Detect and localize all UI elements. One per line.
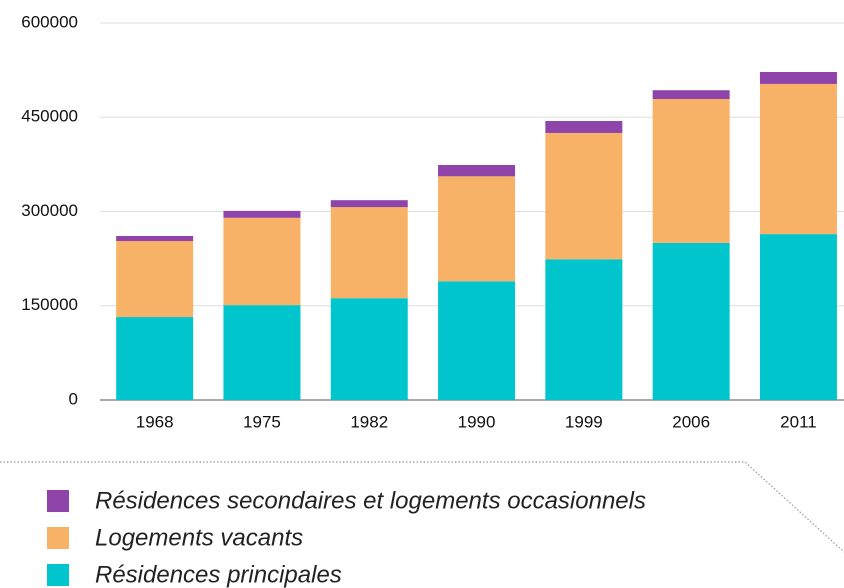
x-tick-label: 1990 [458, 412, 496, 431]
bar-segment [223, 305, 301, 400]
legend-swatch [47, 490, 69, 512]
x-tick-label: 2011 [780, 412, 817, 431]
x-tick-label: 1975 [243, 412, 281, 431]
legend-label: Résidences principales [95, 561, 342, 588]
bar-segment [759, 83, 837, 235]
bar-segment [223, 210, 301, 218]
y-tick-label: 450000 [21, 107, 78, 126]
bar-segment [330, 200, 408, 208]
bar-segment [652, 242, 730, 400]
bar-segment [116, 236, 194, 242]
bar-segment [545, 259, 623, 400]
x-tick-label: 1982 [350, 412, 388, 431]
bar-segment [545, 132, 623, 260]
bar-segment [223, 217, 301, 306]
y-tick-label: 150000 [21, 295, 78, 314]
bar-segment [545, 121, 623, 133]
bar-segment [652, 90, 730, 100]
y-tick-label: 600000 [21, 12, 78, 31]
separator [0, 461, 844, 553]
bar-segment [116, 241, 194, 318]
bar-segment [652, 99, 730, 243]
legend-label: Résidences secondaires et logements occa… [95, 487, 646, 514]
bar-segment [116, 317, 194, 400]
bar-segment [330, 298, 408, 400]
legend-swatch [47, 527, 69, 549]
legend-swatch [47, 564, 69, 586]
x-tick-label: 1968 [136, 412, 174, 431]
y-tick-label: 300000 [21, 201, 78, 220]
legend-label: Logements vacants [95, 524, 303, 551]
bar-segment [438, 165, 516, 177]
x-tick-label: 1999 [565, 412, 603, 431]
bar-segment [759, 234, 837, 400]
bar-segment [330, 207, 408, 299]
bar-segment [438, 176, 516, 282]
bar-segment [759, 72, 837, 84]
bar-segment [438, 281, 516, 400]
x-tick-label: 2006 [672, 412, 710, 431]
y-tick-label: 0 [69, 389, 78, 408]
